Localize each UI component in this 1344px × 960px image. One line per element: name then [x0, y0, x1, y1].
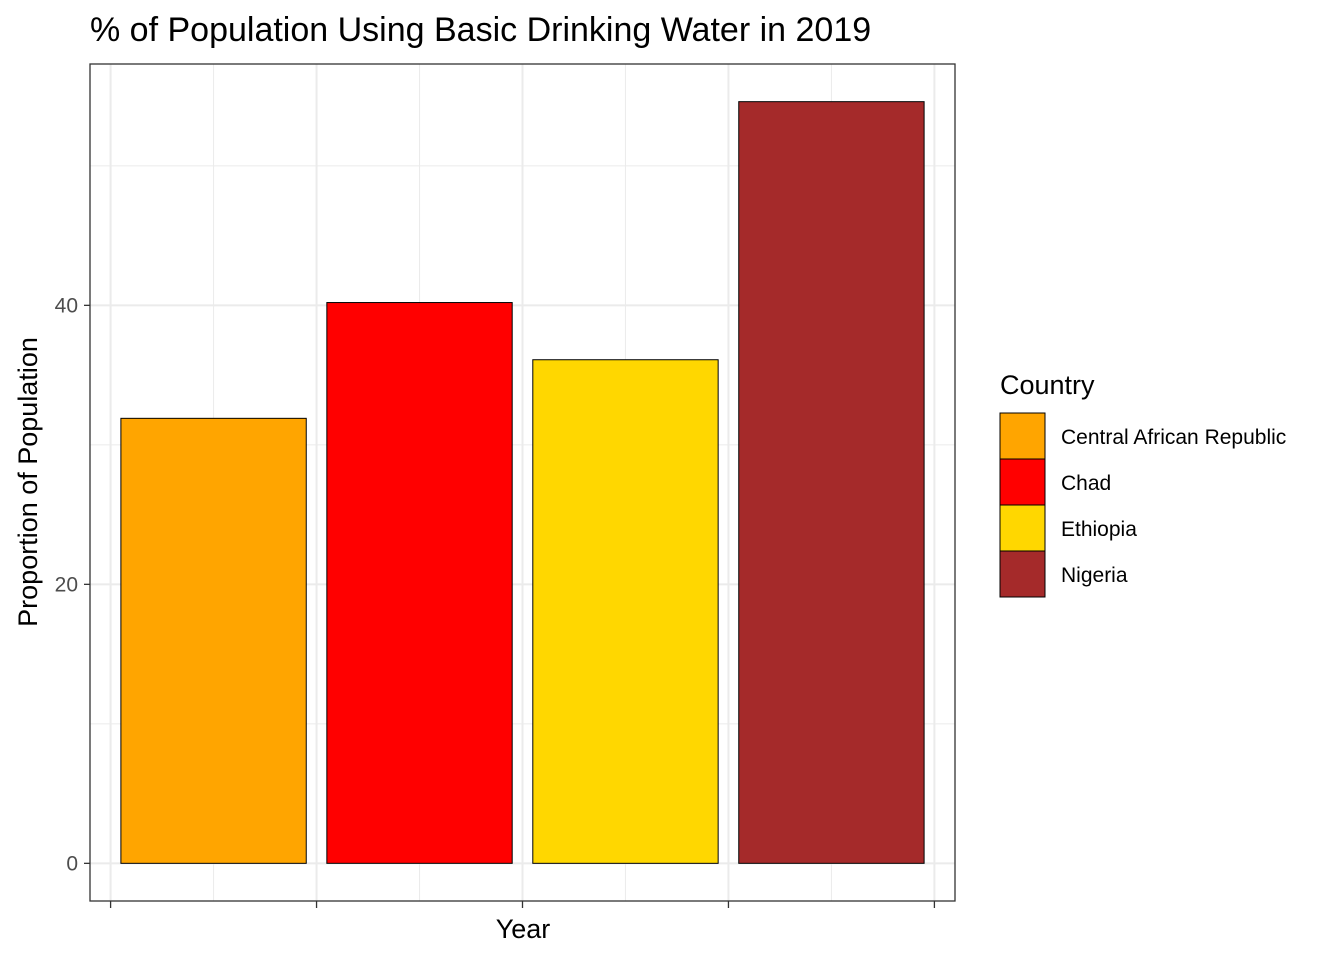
y-tick-label: 20: [55, 573, 78, 596]
bar-chad: [326, 302, 513, 864]
legend-key: [999, 504, 1046, 552]
legend-label: Central African Republic: [1061, 426, 1286, 449]
legend-key: [999, 550, 1046, 598]
legend-label: Ethiopia: [1061, 518, 1137, 541]
x-axis: [109, 901, 936, 908]
y-tick-label: 0: [66, 852, 78, 875]
legend: Country Central African Republic Chad Ethi…: [999, 370, 1286, 598]
x-axis-title: Year: [496, 914, 551, 944]
bar-central-african-republic: [120, 417, 307, 864]
legend-label: Chad: [1061, 472, 1111, 495]
y-tick-label: 40: [55, 294, 78, 317]
bar-nigeria: [738, 101, 925, 864]
legend-key: [999, 412, 1046, 460]
plot-panel: [89, 63, 956, 902]
chart-title: % of Population Using Basic Drinking Wat…: [90, 11, 871, 49]
bars: [120, 101, 925, 864]
legend-items: Central African Republic Chad Ethiopia Nige…: [999, 412, 1286, 598]
grid-lines: [90, 64, 955, 901]
y-axis: 0 20 40: [55, 294, 90, 875]
y-axis-title: Proportion of Population: [13, 337, 43, 627]
bar-ethiopia: [532, 359, 719, 864]
legend-label: Nigeria: [1061, 564, 1128, 587]
legend-key: [999, 458, 1046, 506]
legend-title: Country: [1000, 370, 1095, 400]
